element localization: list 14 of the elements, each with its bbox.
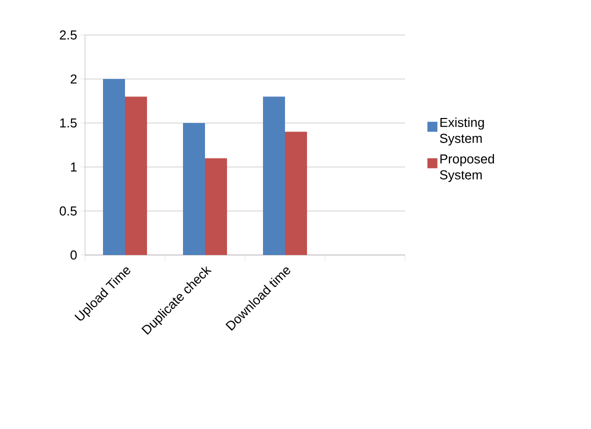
bar [285, 132, 307, 255]
legend-label: Existing System [440, 118, 484, 146]
bar [125, 96, 147, 255]
bar [103, 79, 125, 255]
y-tick-label: 2 [70, 74, 77, 84]
y-tick-label: 2.5 [60, 30, 77, 40]
y-tick-label: 0 [70, 250, 77, 260]
bar [205, 158, 227, 255]
y-tick-label: 1 [71, 162, 77, 172]
y-tick-label: 0.5 [60, 206, 77, 216]
bar [183, 123, 205, 255]
y-tick-label: 1.5 [60, 118, 77, 128]
legend-label: Proposed System [440, 154, 494, 182]
bar [263, 96, 285, 255]
